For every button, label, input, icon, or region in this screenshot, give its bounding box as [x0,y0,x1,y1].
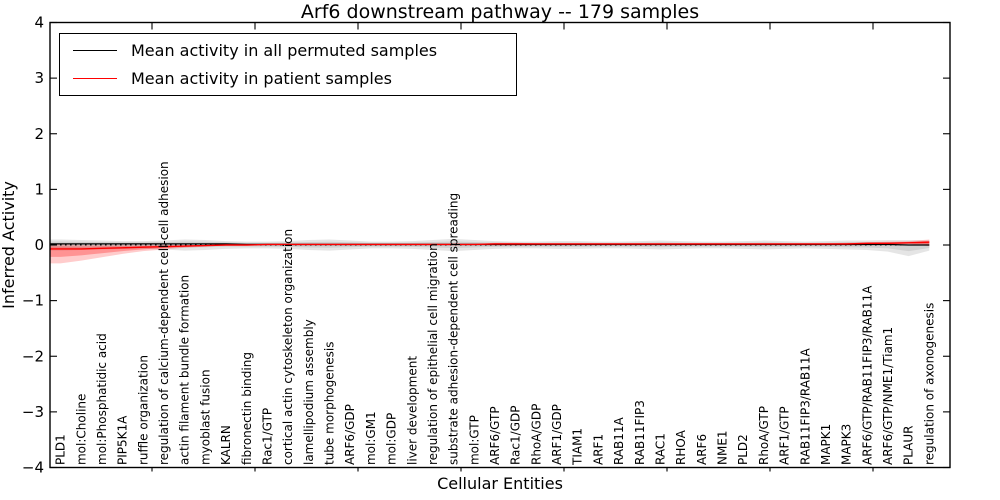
legend-line-swatch-permuted [73,50,117,52]
x-category-label: ARF6/GTP [488,406,502,465]
legend-line-swatch-patient [73,77,117,79]
x-category-label: ruffle organization [136,355,150,465]
svg-text:−2: −2 [22,347,44,365]
x-category-label: RhoA/GTP [757,406,771,465]
x-category-label: PIP5K1A [116,415,130,465]
x-category-label: RHOA [674,429,688,465]
x-category-label: ARF6/GTP/NME1/Tiam1 [881,327,895,465]
x-category-label: tube morphogenesis [323,342,337,465]
legend-item-patient: Mean activity in patient samples [60,65,516,91]
x-category-label: ARF1/GTP [778,406,792,465]
x-category-label: PLAUR [902,425,916,465]
x-category-label: RAB11A [612,416,626,465]
svg-text:1: 1 [34,180,44,198]
legend-item-permuted: Mean activity in all permuted samples [60,38,516,64]
x-category-label: lamellipodium assembly [302,319,316,465]
x-category-label: MAPK1 [819,424,833,465]
svg-text:0: 0 [34,236,44,254]
x-category-label: actin filament bundle formation [178,275,192,465]
x-category-label: MAPK3 [840,424,854,465]
legend: Mean activity in all permuted samples Me… [59,33,517,96]
x-category-label: PLD1 [54,434,68,465]
y-ticks [50,21,950,469]
x-category-label: ARF6/GDP [343,404,357,465]
legend-label-patient: Mean activity in patient samples [131,68,392,88]
x-category-label: ARF1 [591,434,605,465]
chart-title: Arf6 downstream pathway -- 179 samples [300,1,700,23]
x-category-label: regulation of calcium-dependent cell-cel… [157,161,171,465]
x-category-label: TIAM1 [571,428,585,466]
svg-text:3: 3 [34,69,44,87]
y-axis-title: Inferred Activity [0,181,18,309]
x-category-label: ARF6 [695,434,709,465]
x-category-label: ARF1/GDP [550,404,564,465]
x-category-label: RhoA/GDP [529,404,543,465]
x-category-label: mol:Choline [74,394,88,465]
x-axis-title: Cellular Entities [437,474,563,493]
mean-line-patient [50,241,930,250]
svg-text:−3: −3 [22,403,44,421]
x-category-label: regulation of epithelial cell migration [426,243,440,465]
x-category-label: liver development [405,356,419,465]
x-category-label: RAC1 [654,433,668,465]
x-category-label: mol:GDP [385,413,399,465]
svg-text:4: 4 [34,14,44,32]
x-category-label: RAB11FIP3/RAB11A [798,348,812,465]
svg-text:2: 2 [34,125,44,143]
x-category-label: Rac1/GDP [509,406,523,465]
x-category-label: regulation of axonogenesis [922,303,936,465]
x-category-label: mol:GM1 [364,411,378,465]
svg-text:−4: −4 [22,459,44,477]
x-category-labels: PLD1 mol:Choline mol:Phosphatidic acid PIP5… [54,161,937,466]
legend-label-permuted: Mean activity in all permuted samples [131,41,438,61]
x-category-label: myoblast fusion [198,369,212,465]
x-category-label: RAB11FIP3 [633,400,647,465]
x-ticks [151,22,874,472]
x-category-label: KALRN [219,425,233,465]
x-category-label: fibronectin binding [240,352,254,465]
y-tick-labels: 4 3 2 1 0 −1 −2 −3 −4 [22,14,44,477]
x-category-label: mol:Phosphatidic acid [95,333,109,465]
x-category-label: substrate adhesion-dependent cell spread… [447,193,461,465]
x-category-label: NME1 [716,430,730,465]
x-category-label: ARF6/GTP/RAB11FIP3/RAB11A [860,285,874,465]
x-category-label: mol:GTP [467,415,481,465]
svg-text:−1: −1 [22,292,44,310]
x-category-label: cortical actin cytoskeleton organization [281,229,295,465]
x-category-label: Rac1/GTP [261,408,275,465]
x-category-label: PLD2 [736,434,750,465]
